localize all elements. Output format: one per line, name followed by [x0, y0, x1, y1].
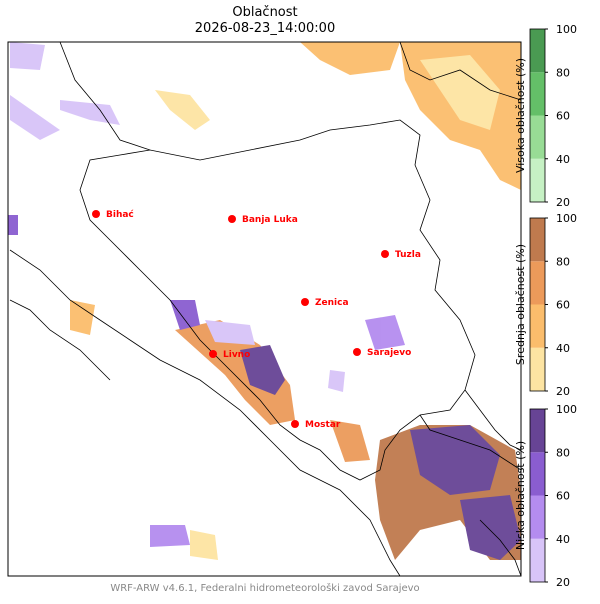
colorbar-band	[530, 538, 545, 582]
colorbar-tick-label: 20	[556, 196, 570, 209]
colorbar-band	[530, 218, 545, 262]
city-dot	[92, 210, 100, 218]
city-label: Sarajevo	[367, 348, 411, 358]
colorbar-tick-label: 100	[556, 212, 577, 225]
colorbar-tick-label: 20	[556, 385, 570, 398]
colorbar-label: Niska oblačnost (%)	[514, 441, 527, 550]
city-label: Livno	[223, 350, 250, 360]
footer: WRF-ARW v4.6.1, Federalni hidrometeorolo…	[110, 582, 419, 594]
colorbar-label: Visoka oblačnost (%)	[514, 58, 527, 173]
colorbar-band	[530, 304, 545, 348]
colorbars: 20 40 60 80 100 Visoka oblačnost (%) 20 40 60 80 1…	[514, 23, 577, 589]
colorbar-band	[530, 347, 545, 391]
colorbar-tick-label: 20	[556, 576, 570, 589]
colorbar-band	[530, 115, 545, 159]
colorbar-tick-label: 60	[556, 299, 570, 312]
city-dot	[301, 298, 309, 306]
colorbar-tick-label: 60	[556, 110, 570, 123]
subtitle: 2026-08-23_14:00:00	[195, 21, 335, 36]
colorbar-band	[530, 452, 545, 496]
city-dot	[228, 215, 236, 223]
colorbar-band	[530, 29, 545, 73]
city-label: Mostar	[305, 420, 341, 430]
city-dot	[209, 350, 217, 358]
colorbar-label: Srednja oblačnost (%)	[514, 244, 527, 365]
map-area	[7, 41, 522, 577]
city-label: Tuzla	[395, 250, 421, 260]
colorbar-tick-label: 40	[556, 153, 570, 166]
colorbar-tick-label: 40	[556, 342, 570, 355]
cities: Bihać Banja Luka Tuzla Zenica Livno Sarajevo M…	[92, 209, 421, 430]
colorbar-tick-label: 80	[556, 255, 570, 268]
colorbar-tick-label: 40	[556, 533, 570, 546]
colorbar-band	[530, 158, 545, 202]
colorbar-band	[530, 72, 545, 116]
colorbar-tick-label: 100	[556, 23, 577, 36]
title: Oblačnost	[232, 5, 297, 20]
city-dot	[353, 348, 361, 356]
city-label: Zenica	[315, 298, 349, 308]
colorbar-tick-label: 80	[556, 66, 570, 79]
city-dot	[291, 420, 299, 428]
colorbar-tick-label: 80	[556, 446, 570, 459]
colorbar-band	[530, 409, 545, 453]
colorbar-tick-label: 100	[556, 403, 577, 416]
colorbar-band	[530, 261, 545, 305]
city-label: Banja Luka	[242, 215, 298, 225]
colorbar-tick-label: 60	[556, 490, 570, 503]
colorbar-band	[530, 495, 545, 539]
city-label: Bihać	[106, 209, 134, 220]
city-dot	[381, 250, 389, 258]
